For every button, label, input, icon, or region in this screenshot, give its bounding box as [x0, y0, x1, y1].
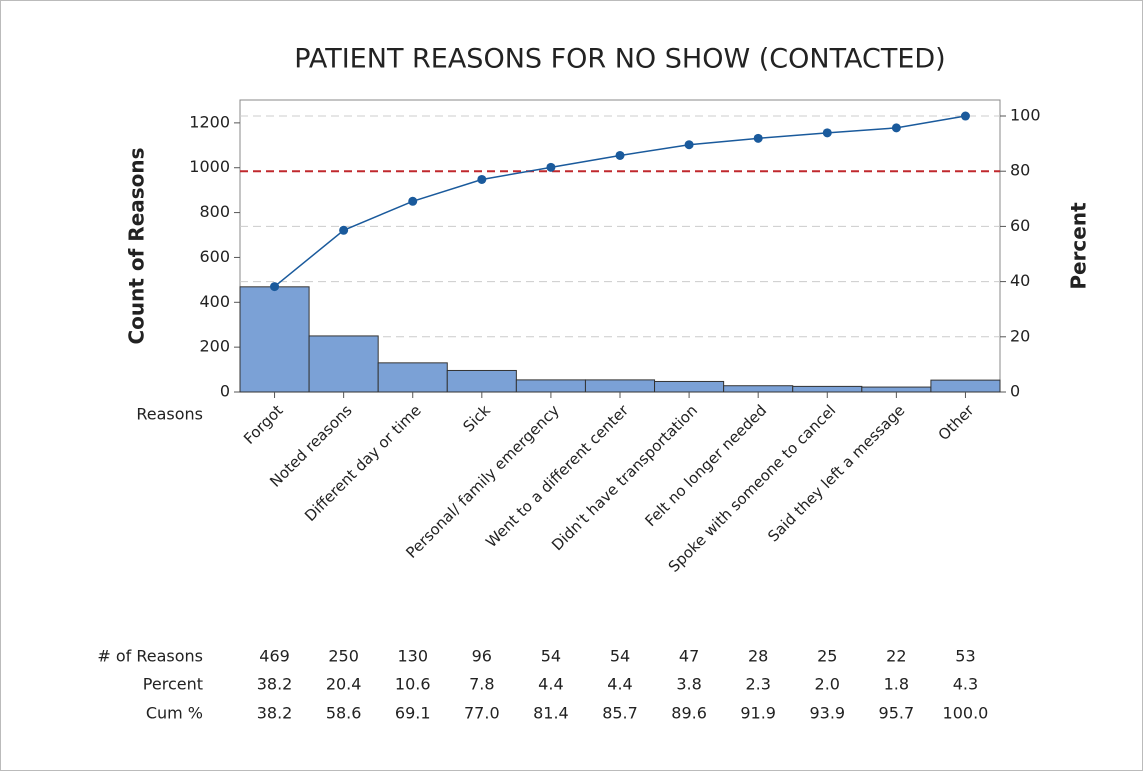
table-cell: 96	[472, 647, 492, 666]
bar	[239, 286, 310, 393]
cum-point	[684, 140, 694, 150]
table-cell: 53	[955, 647, 975, 666]
table-cell: 38.2	[257, 704, 293, 723]
table-cell: 54	[610, 647, 630, 666]
table-cell: 1.8	[884, 675, 909, 694]
table-row-label: Cum %	[146, 704, 203, 723]
table-cell: 3.8	[676, 675, 701, 694]
cum-point	[891, 123, 901, 133]
table-cell: 10.6	[395, 675, 431, 694]
chart-title: PATIENT REASONS FOR NO SHOW (CONTACTED)	[294, 44, 945, 75]
table-cell: 4.4	[607, 675, 632, 694]
cum-point	[822, 128, 832, 138]
table-cell: 250	[328, 647, 359, 666]
table-cell: 469	[259, 647, 290, 666]
table-cell: 2.0	[815, 675, 840, 694]
y-tick-label: 1200	[189, 112, 230, 131]
y2-tick-label: 0	[1010, 382, 1020, 401]
table-cell: 38.2	[257, 675, 293, 694]
table-cell: 85.7	[602, 704, 638, 723]
bar	[446, 369, 517, 393]
table-cell: 95.7	[879, 704, 915, 723]
table-cell: 47	[679, 647, 699, 666]
bar	[723, 385, 794, 393]
bar	[584, 379, 656, 393]
y-axis-title: Count of Reasons	[125, 147, 149, 344]
y-tick-label: 600	[199, 247, 230, 266]
cum-point	[339, 225, 349, 235]
x-axis-title: Reasons	[136, 405, 203, 424]
y-tick-label: 400	[199, 292, 230, 311]
bar	[515, 379, 586, 393]
bar	[861, 386, 932, 393]
y-tick-label: 800	[199, 202, 230, 221]
cum-point	[615, 150, 625, 160]
table-cell: 89.6	[671, 704, 707, 723]
cum-point	[546, 162, 556, 172]
cum-point	[408, 196, 418, 206]
bar	[308, 335, 379, 393]
table-cell: 4.3	[953, 675, 978, 694]
table-cell: 77.0	[464, 704, 500, 723]
table-cell: 2.3	[745, 675, 770, 694]
cum-point	[753, 133, 763, 143]
y-tick-label: 1000	[189, 157, 230, 176]
cum-point	[270, 282, 280, 292]
cum-point	[960, 111, 970, 121]
table-cell: 54	[541, 647, 561, 666]
y2-tick-label: 100	[1010, 106, 1041, 125]
table-cell: 7.8	[469, 675, 494, 694]
table-cell: 130	[397, 647, 428, 666]
table-cell: 4.4	[538, 675, 563, 694]
table-cell: 81.4	[533, 704, 569, 723]
table-cell: 22	[886, 647, 906, 666]
y2-tick-label: 40	[1010, 271, 1030, 290]
table-cell: 20.4	[326, 675, 362, 694]
table-cell: 100.0	[943, 704, 989, 723]
table-cell: 69.1	[395, 704, 431, 723]
table-cell: 25	[817, 647, 837, 666]
cum-point	[477, 174, 487, 184]
table-cell: 93.9	[809, 704, 845, 723]
table-row-label: # of Reasons	[97, 647, 203, 666]
table-row-label: Percent	[143, 675, 203, 694]
y-tick-label: 200	[199, 337, 230, 356]
y2-tick-label: 60	[1010, 216, 1030, 235]
y2-axis-title: Percent	[1067, 202, 1091, 290]
bar	[654, 380, 725, 393]
table-cell: 91.9	[740, 704, 776, 723]
bar	[377, 362, 448, 393]
table-cell: 28	[748, 647, 768, 666]
y2-tick-label: 20	[1010, 326, 1030, 345]
table-cell: 58.6	[326, 704, 362, 723]
bar	[930, 379, 1001, 393]
y-tick-label: 0	[220, 382, 230, 401]
bar	[792, 385, 863, 393]
y2-tick-label: 80	[1010, 161, 1030, 180]
